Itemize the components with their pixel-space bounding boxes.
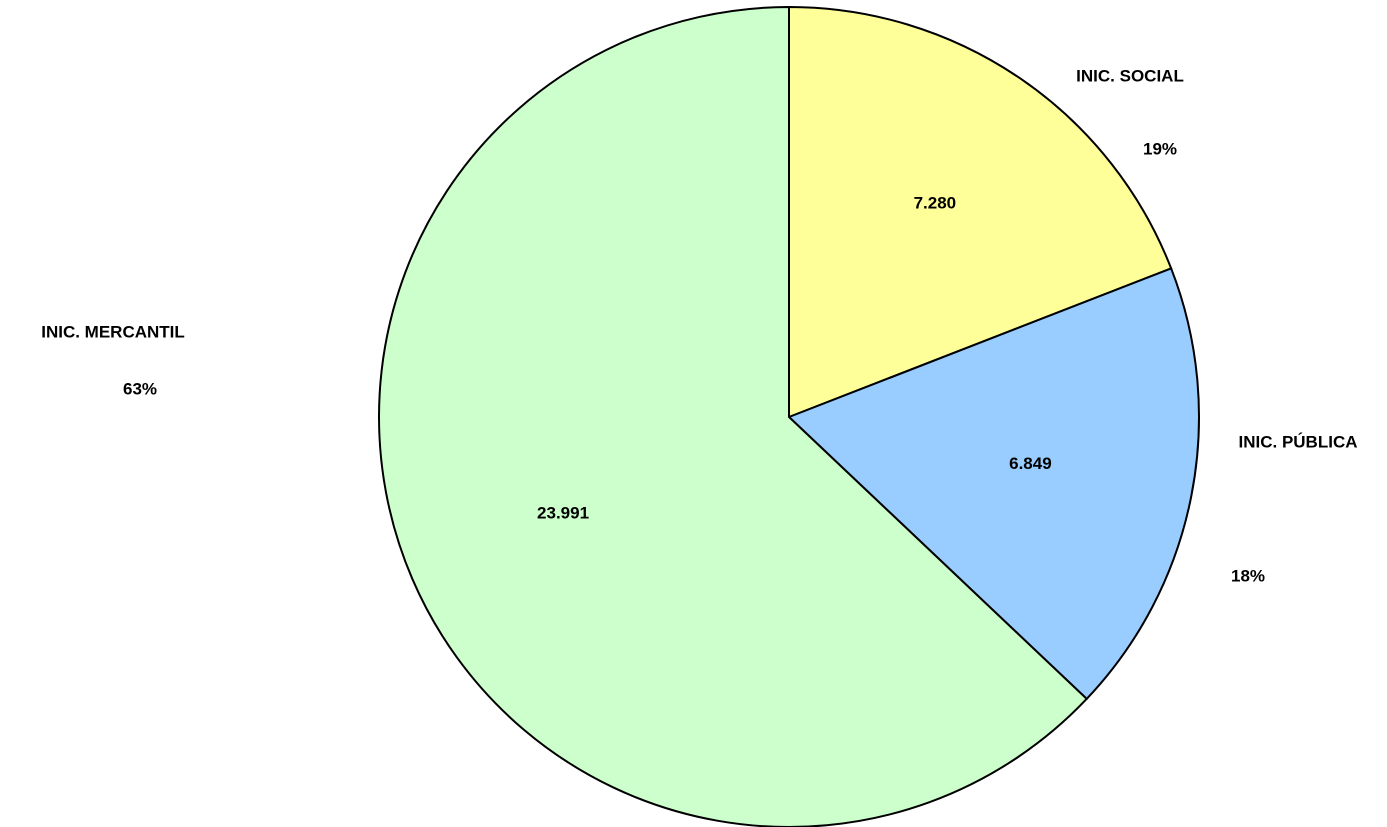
percent-label: 63% xyxy=(123,379,157,398)
percent-label: 18% xyxy=(1231,566,1265,585)
value-label: 7.280 xyxy=(914,193,957,212)
category-label: INIC. PÚBLICA xyxy=(1239,432,1358,451)
pie-slice xyxy=(788,5,1173,419)
pie-slice xyxy=(787,267,1200,701)
percent-label: 19% xyxy=(1143,139,1177,158)
value-label: 6.849 xyxy=(1009,454,1052,473)
pie-slice xyxy=(378,5,1089,827)
value-label: 23.991 xyxy=(537,504,589,523)
category-label: INIC. MERCANTIL xyxy=(41,322,185,341)
category-label: INIC. SOCIAL xyxy=(1076,66,1184,85)
